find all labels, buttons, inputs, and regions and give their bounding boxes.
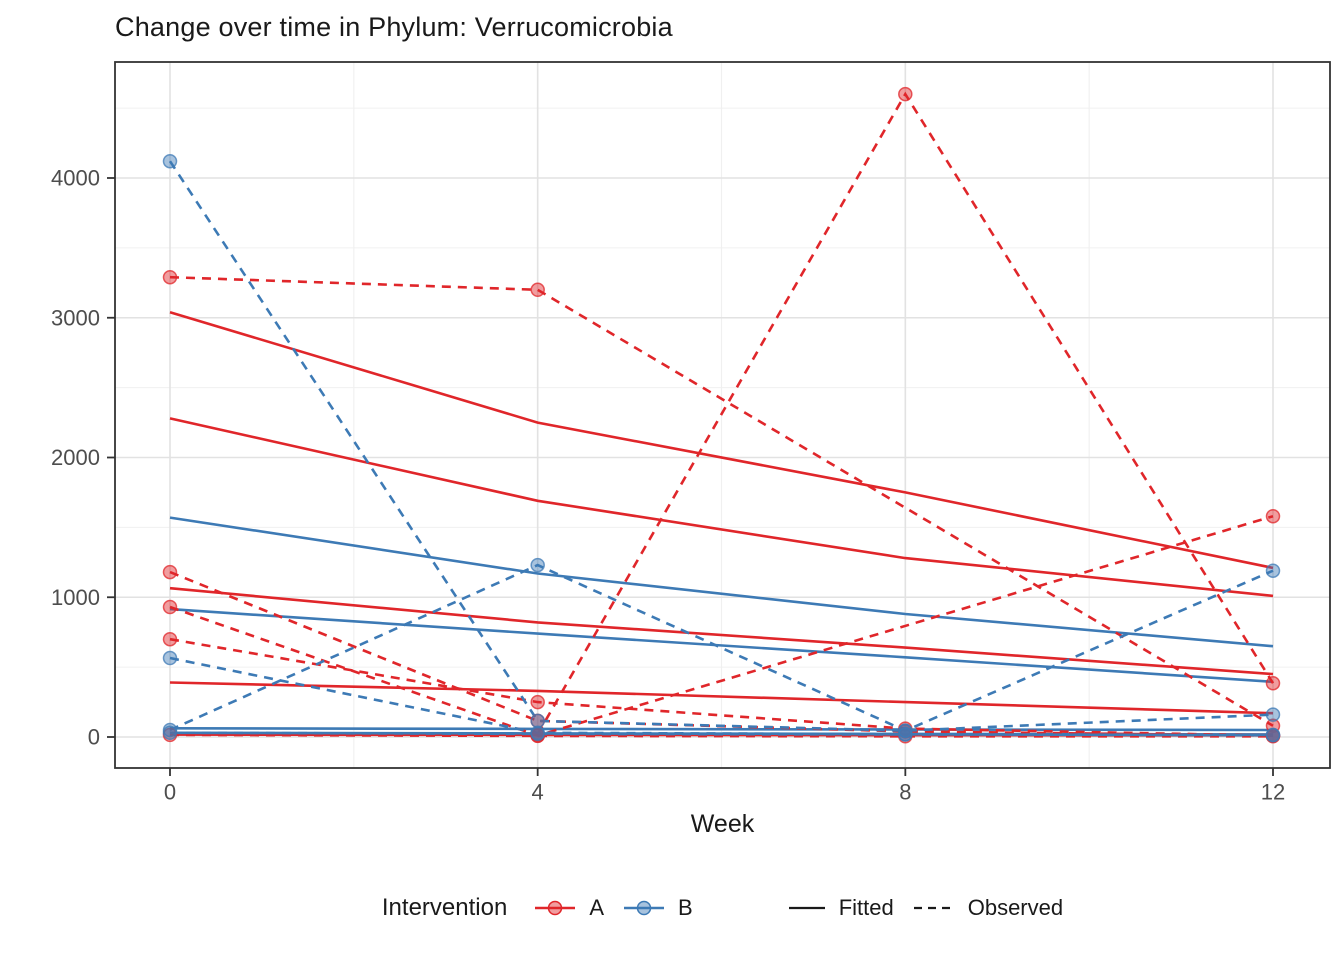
y-tick-label-3000: 3000 — [51, 305, 100, 330]
legend-item-group-a: A — [533, 895, 604, 921]
legend-label-b: B — [678, 895, 693, 920]
legend-key-b-icon — [624, 900, 664, 916]
legend-title: Intervention — [381, 894, 508, 921]
plot-svg: 0 1000 2000 3000 4000 0 4 8 12 — [51, 61, 1331, 805]
observed-point-A-observed-4-week-0 — [162, 599, 178, 615]
observed-point-A-observed-4-week-12 — [1265, 508, 1281, 524]
legend-label-fitted: Fitted — [838, 895, 894, 920]
legend-key-solid-line-icon — [788, 906, 825, 910]
legend-item-fitted: Fitted — [787, 895, 894, 921]
legend-item-group-b: B — [622, 895, 693, 921]
legend-label-observed: Observed — [967, 895, 1064, 920]
y-tick-label-1000: 1000 — [51, 585, 100, 610]
observed-point-B-observed-4-week-12 — [1265, 727, 1281, 743]
observed-point-B-observed-1-week-12 — [1265, 707, 1281, 722]
observed-point-A-observed-3-week-0 — [162, 564, 178, 580]
y-tick-label-0: 0 — [88, 725, 100, 750]
legend-label-a: A — [589, 895, 604, 920]
observed-line-A-observed-2 — [536, 91, 1275, 735]
observed-point-B-observed-2-week-8 — [898, 723, 913, 738]
y-tick-label-2000: 2000 — [51, 445, 100, 470]
fitted-line-A-fitted-4 — [169, 681, 1274, 715]
legend-item-observed: Observed — [912, 895, 1063, 921]
observed-point-B-observed-1-week-0 — [162, 153, 178, 169]
observed-point-B-observed-4-week-8 — [898, 727, 913, 742]
observed-point-B-observed-4-week-4 — [530, 726, 545, 742]
observed-point-A-observed-1-week-0 — [162, 269, 178, 285]
observed-point-A-observed-1-week-4 — [530, 282, 545, 298]
x-tick-label-0: 0 — [164, 780, 176, 805]
panel-border — [114, 61, 1331, 769]
fitted-line-A-fitted-2 — [169, 417, 1274, 598]
legend: Intervention A B Fitted — [115, 888, 1330, 928]
fitted-line-B-fitted-1 — [169, 516, 1274, 648]
x-tick-label-12: 12 — [1261, 780, 1285, 805]
x-axis-title: Week — [690, 810, 755, 838]
observed-point-B-observed-1-week-4 — [530, 713, 545, 729]
fitted-line-A-fitted-3 — [169, 586, 1274, 676]
fitted-line-B-fitted-3 — [169, 726, 1274, 732]
observed-point-A-observed-2-week-12 — [1265, 675, 1281, 691]
observed-point-B-observed-4-week-0 — [162, 725, 178, 741]
observed-line-A-observed-6 — [169, 733, 1273, 738]
observed-point-B-observed-2-week-12 — [1265, 563, 1281, 578]
observed-line-B-observed-4 — [169, 731, 1274, 737]
legend-key-dashed-line-icon — [913, 906, 954, 910]
y-tick-label-4000: 4000 — [51, 166, 100, 191]
observed-line-A-observed-4 — [169, 514, 1274, 737]
observed-point-A-observed-5-week-0 — [162, 631, 178, 647]
fitted-line-A-fitted-1 — [169, 310, 1274, 570]
x-tick-label-4: 4 — [532, 780, 544, 805]
observed-line-B-observed-1 — [168, 160, 1274, 733]
observed-point-B-observed-3-week-0 — [162, 650, 178, 666]
observed-point-A-observed-2-week-8 — [898, 86, 913, 102]
observed-point-B-observed-2-week-4 — [530, 557, 545, 573]
chart-title: Change over time in Phylum: Verrucomicro… — [115, 12, 673, 42]
x-tick-label-8: 8 — [899, 780, 911, 805]
fitted-line-B-fitted-2 — [169, 607, 1274, 684]
legend-key-a-icon — [535, 900, 576, 916]
observed-point-A-observed-5-week-4 — [530, 694, 545, 710]
